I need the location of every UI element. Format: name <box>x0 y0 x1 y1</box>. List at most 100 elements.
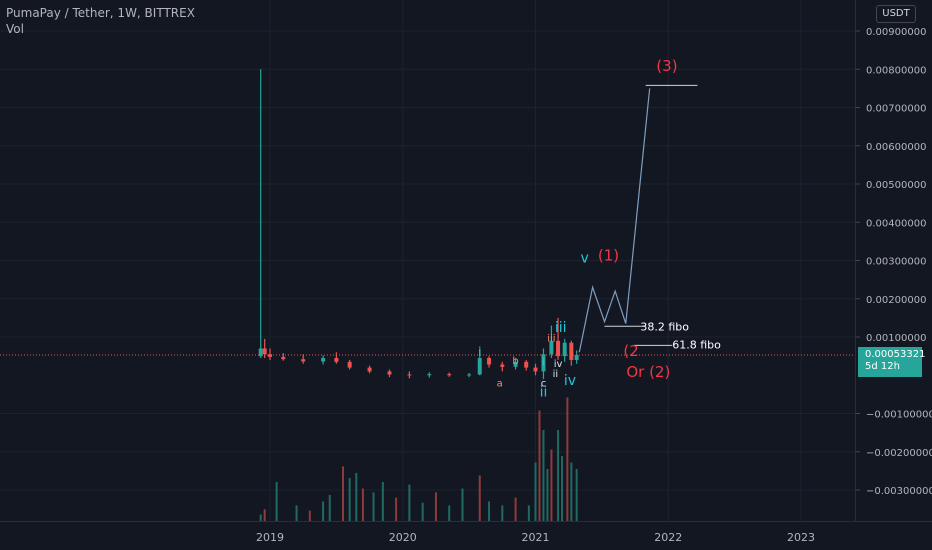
candle-body <box>367 367 372 372</box>
time-axis: 2019 2020 2021 2022 2023 <box>256 531 815 544</box>
volume-bar <box>322 501 325 521</box>
fibo-label: 61.8 fibo <box>672 339 721 352</box>
volume-bar <box>478 475 481 521</box>
y-tick-label: 0.00400000 <box>866 218 926 229</box>
wave-label: (1) <box>598 247 619 265</box>
volume-bar <box>534 462 537 521</box>
wave-drawings <box>0 84 855 356</box>
volume-bar <box>381 482 384 521</box>
volume-bar <box>259 514 262 521</box>
candle-body <box>268 354 272 357</box>
volume-bar <box>514 497 517 521</box>
candle-body <box>574 354 579 360</box>
volume-bar <box>561 456 564 521</box>
volume-bar <box>408 484 411 521</box>
y-tick-label: 0.00600000 <box>866 142 926 153</box>
volume-bar <box>421 502 424 521</box>
volume-bar <box>570 462 573 521</box>
volume-bar <box>355 472 358 521</box>
y-tick-label: 0.00500000 <box>866 180 926 191</box>
y-tick-label: 0.00900000 <box>866 27 926 38</box>
volume-bar <box>372 492 375 521</box>
wave-label: iv <box>564 373 576 389</box>
y-tick-label: −0.00100000 <box>866 410 932 421</box>
currency-unit-button[interactable]: USDT <box>876 5 916 23</box>
volume-bar <box>461 488 464 521</box>
volume-bars <box>259 397 578 521</box>
x-tick-label: 2019 <box>256 531 284 544</box>
y-tick-label: −0.00300000 <box>866 486 932 497</box>
candle-body <box>447 374 452 376</box>
volume-indicator-label[interactable]: Vol <box>6 22 24 36</box>
candlesticks <box>258 69 579 380</box>
axis-separators <box>0 0 932 522</box>
x-tick-label: 2023 <box>787 531 815 544</box>
wave-label: iii <box>547 334 555 345</box>
candle-body <box>407 374 412 376</box>
fibo-label: 38.2 fibo <box>640 320 689 333</box>
volume-bar <box>342 466 345 521</box>
symbol-title[interactable]: PumaPay / Tether, 1W, BITTREX <box>6 6 195 20</box>
y-tick-label: 0.00300000 <box>866 257 926 268</box>
wave-label: (2 <box>623 342 638 360</box>
candle-body <box>500 364 505 367</box>
x-tick-label: 2021 <box>522 531 550 544</box>
candle-body <box>533 367 538 372</box>
wave-label: b <box>512 356 518 367</box>
volume-bar <box>488 501 491 521</box>
candle-body <box>562 342 567 357</box>
candle-body <box>301 359 306 362</box>
wave-label: ii <box>540 384 548 400</box>
wave-label: c <box>541 379 547 390</box>
wave-label: iii <box>555 320 567 336</box>
candle-body <box>524 361 529 368</box>
volume-bar <box>550 449 553 521</box>
wave-label: i <box>478 345 481 359</box>
candle-body <box>467 374 472 376</box>
y-tick-label: 0.00800000 <box>866 65 926 76</box>
volume-bar <box>527 505 530 521</box>
volume-bar <box>295 505 298 521</box>
volume-bar <box>538 410 541 521</box>
x-tick-label: 2022 <box>654 531 682 544</box>
wave-label: ii <box>553 369 559 380</box>
y-tick-label: −0.00200000 <box>866 448 932 459</box>
wave-label: a <box>497 379 503 390</box>
current-price-value: 0.00053321 <box>865 349 926 360</box>
volume-bar <box>275 482 278 521</box>
y-tick-label: 0.00700000 <box>866 104 926 115</box>
candle-body <box>321 358 326 362</box>
candle-body <box>262 348 267 355</box>
volume-bar <box>501 505 504 521</box>
volume-bar <box>566 397 569 521</box>
volume-bar <box>348 478 351 521</box>
candle-body <box>569 342 574 360</box>
volume-bar <box>434 492 437 521</box>
bar-countdown: 5d 12h <box>865 361 900 372</box>
y-tick-label: 0.00100000 <box>866 333 926 344</box>
candle-body <box>427 374 432 376</box>
projection-path[interactable] <box>578 88 651 353</box>
volume-bar <box>557 430 560 521</box>
volume-bar <box>395 497 398 521</box>
candle-body <box>541 354 546 372</box>
candle-body <box>477 358 482 375</box>
volume-bar <box>263 509 266 521</box>
current-price-tag: 0.00053321 5d 12h <box>858 347 926 377</box>
candle-body <box>487 358 492 365</box>
volume-bar <box>575 469 578 521</box>
wave-label: i <box>542 356 545 369</box>
volume-bar <box>361 488 364 521</box>
volume-bar <box>542 430 545 521</box>
volume-bar <box>448 505 451 521</box>
wave-label: Or (2) <box>626 363 670 381</box>
candle-body <box>334 358 339 362</box>
volume-bar <box>328 495 331 521</box>
candle-body <box>281 356 286 360</box>
candle-body <box>556 340 561 357</box>
wave-label: (3) <box>656 57 677 75</box>
price-axis: 0.00900000 0.00800000 0.00700000 0.00600000… <box>856 27 932 497</box>
